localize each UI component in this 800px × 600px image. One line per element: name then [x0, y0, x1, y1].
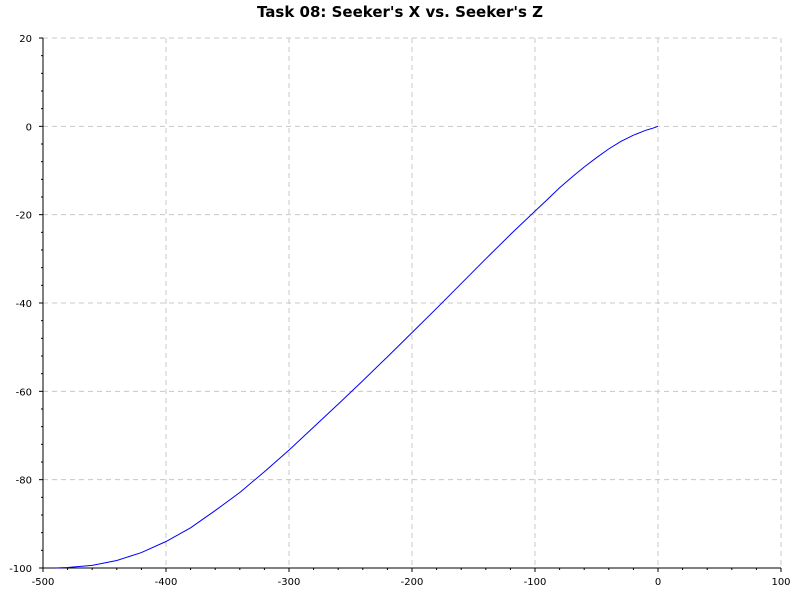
x-tick-label: 0 — [655, 577, 661, 588]
y-tick-label: 0 — [26, 122, 32, 133]
x-tick-label: -500 — [32, 577, 55, 588]
x-tick-label: -300 — [278, 577, 301, 588]
axes-layer — [39, 37, 782, 572]
tick-label-layer: -500 -400 -300 -200 -100 0 100-100-80-60-40-20… — [9, 34, 790, 588]
y-tick-label: -80 — [16, 476, 32, 487]
y-tick-label: -40 — [16, 299, 32, 310]
series-line — [55, 125, 659, 569]
x-tick-label: -200 — [401, 577, 424, 588]
series-layer — [55, 125, 659, 569]
y-tick-label: 20 — [19, 34, 32, 45]
chart-title: Task 08: Seeker's X vs. Seeker's Z — [256, 3, 543, 21]
y-tick-label: -20 — [16, 211, 32, 222]
y-tick-label: -100 — [9, 564, 32, 575]
y-tick-label: -60 — [16, 387, 32, 398]
grid-layer — [43, 37, 782, 568]
x-tick-label: 100 — [771, 577, 790, 588]
x-tick-label: -400 — [155, 577, 178, 588]
x-tick-label: -100 — [524, 577, 547, 588]
